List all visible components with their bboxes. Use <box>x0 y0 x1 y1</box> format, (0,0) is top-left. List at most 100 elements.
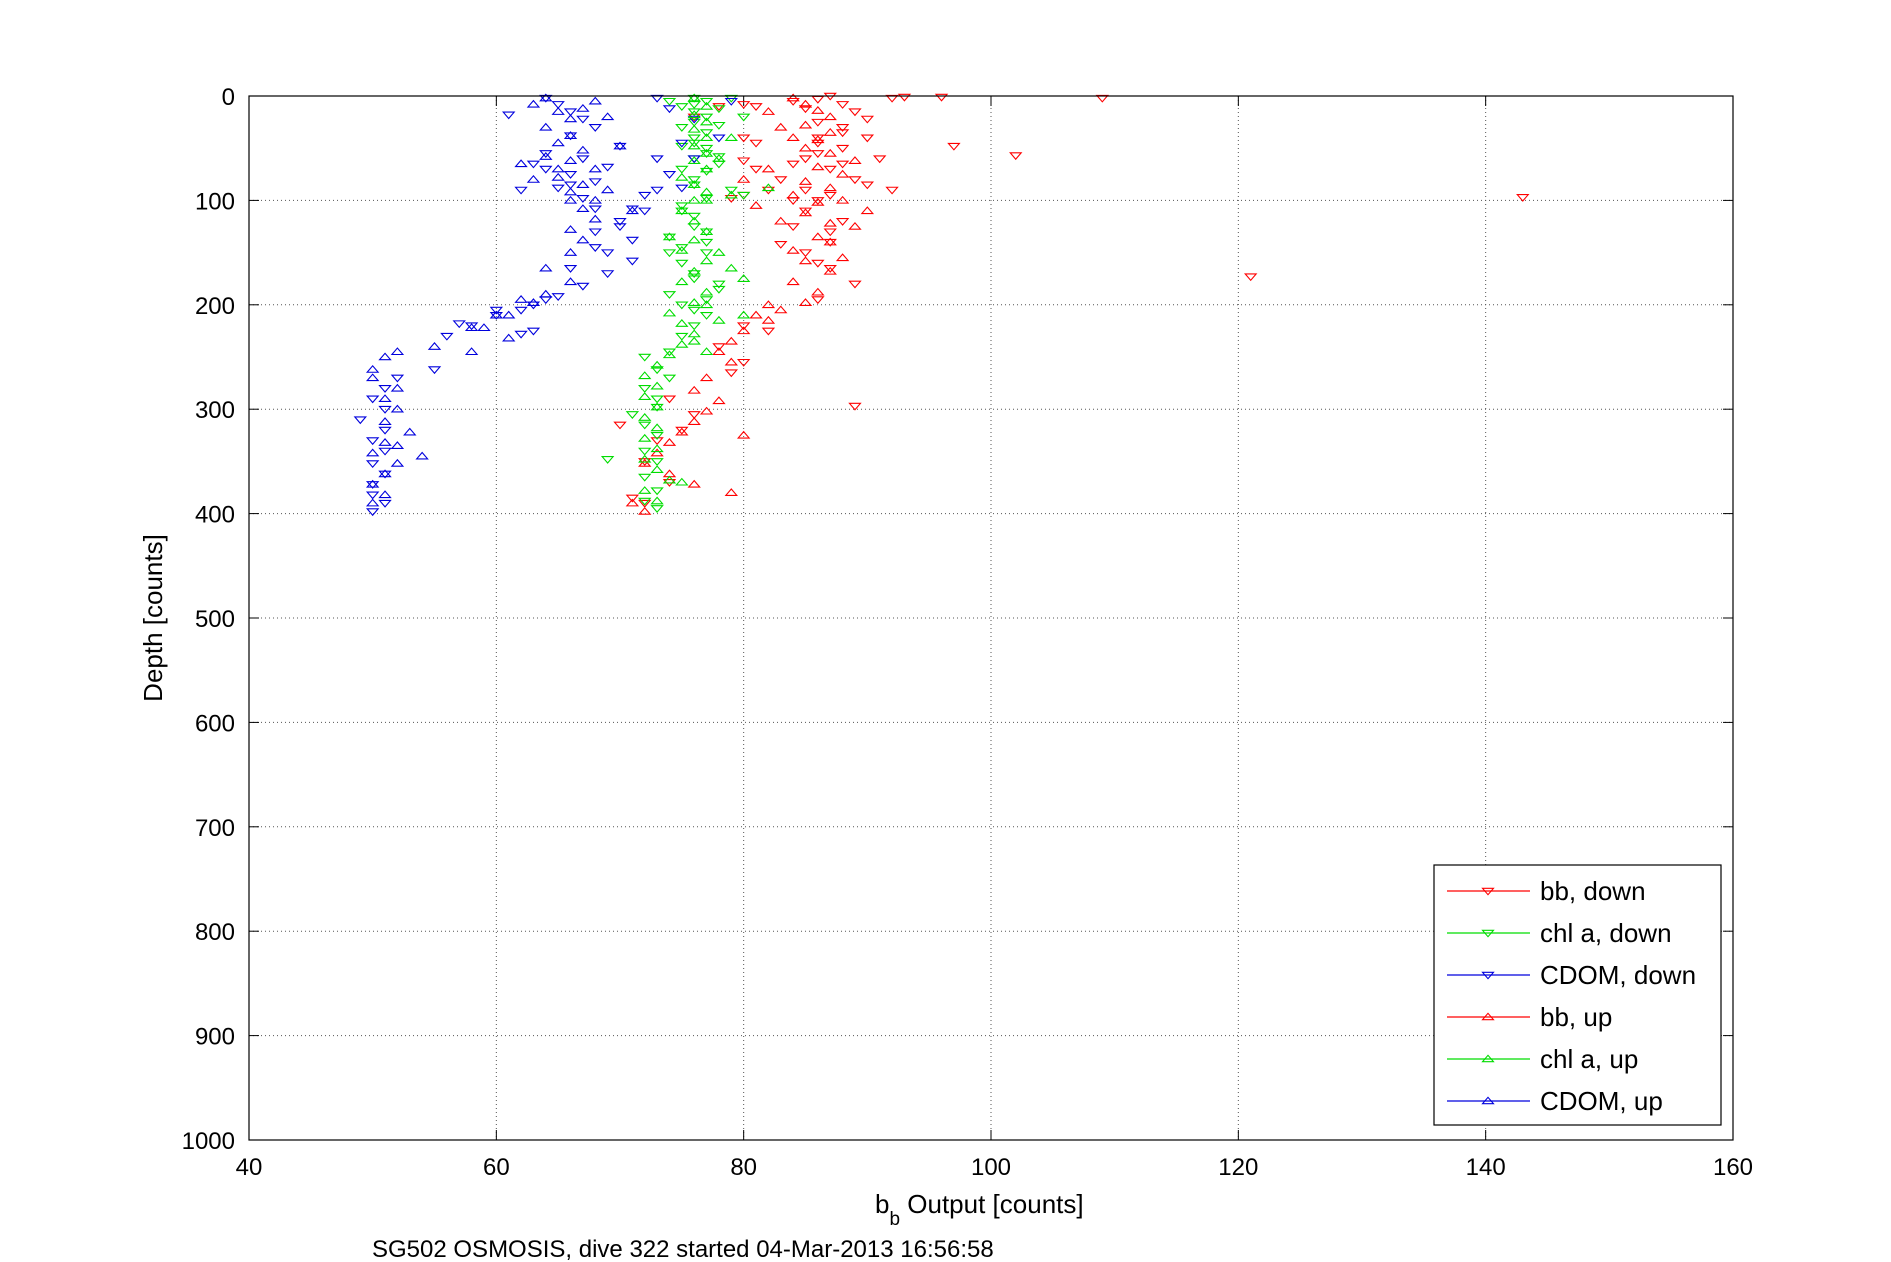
series-5 <box>365 93 640 507</box>
data-point <box>526 174 541 183</box>
data-point <box>576 115 590 124</box>
data-point <box>675 319 689 327</box>
data-point <box>526 327 541 336</box>
data-point <box>712 285 726 294</box>
legend-marker <box>1481 971 1495 980</box>
data-point <box>687 266 701 275</box>
data-point <box>588 164 602 173</box>
data-point <box>699 113 714 122</box>
legend: bb, down chl a, down CDOM, down bb, up chl a… <box>1433 864 1722 1126</box>
data-point <box>786 97 800 106</box>
data-point <box>650 432 664 440</box>
data-point <box>489 306 504 315</box>
data-point <box>650 437 664 446</box>
data-point <box>699 373 714 382</box>
data-point <box>563 114 578 123</box>
x-tick-label: 40 <box>236 1154 263 1181</box>
data-point <box>687 180 701 189</box>
data-point <box>687 110 701 119</box>
data-point <box>712 315 726 324</box>
data-point <box>588 96 602 105</box>
data-point <box>650 395 664 404</box>
data-point <box>699 97 714 106</box>
legend-box <box>1433 864 1722 1126</box>
data-point <box>848 402 862 411</box>
y-tick-label: 0 <box>222 84 235 111</box>
data-point <box>638 499 652 508</box>
data-point <box>365 395 380 404</box>
data-point <box>699 148 714 157</box>
data-point <box>563 248 578 256</box>
data-point <box>798 155 813 164</box>
data-point <box>885 94 899 103</box>
data-point <box>761 327 776 336</box>
data-point <box>588 195 602 204</box>
data-point <box>390 347 405 356</box>
data-point <box>650 448 664 457</box>
legend-marker <box>1481 929 1495 938</box>
data-point <box>675 339 689 348</box>
data-point <box>823 218 837 227</box>
data-point <box>860 206 875 215</box>
data-point <box>464 347 479 356</box>
data-point <box>699 164 714 173</box>
data-point <box>786 277 800 286</box>
data-point <box>625 206 640 215</box>
data-point <box>811 106 825 114</box>
data-point <box>811 232 825 241</box>
data-point <box>514 306 528 315</box>
data-point <box>749 103 763 111</box>
data-point <box>638 433 652 442</box>
data-point <box>712 121 726 130</box>
data-point <box>699 117 714 126</box>
data-point <box>811 118 825 127</box>
data-point <box>600 270 615 279</box>
data-point <box>378 438 392 446</box>
data-point <box>650 155 664 164</box>
data-point <box>835 253 850 262</box>
x-axis-label: bb Output [counts] <box>875 1189 1084 1230</box>
data-point <box>687 181 701 190</box>
data-point <box>687 94 701 103</box>
data-point <box>687 322 701 331</box>
data-point <box>588 124 602 132</box>
series-0 <box>613 92 1530 508</box>
data-point <box>699 144 714 153</box>
data-point <box>798 256 813 265</box>
data-point <box>761 315 776 324</box>
data-point <box>563 171 578 179</box>
data-point <box>687 139 701 148</box>
data-point <box>662 233 677 242</box>
data-point <box>551 164 565 173</box>
data-point <box>724 133 738 142</box>
data-point <box>675 142 689 151</box>
data-point <box>576 103 590 112</box>
legend-label: chl a, down <box>1540 918 1672 948</box>
data-point <box>687 156 701 165</box>
data-point <box>464 322 479 331</box>
data-point <box>687 235 701 244</box>
data-point <box>600 112 615 121</box>
data-point <box>600 163 615 172</box>
data-point <box>835 144 850 153</box>
data-point <box>823 266 837 275</box>
data-point <box>576 195 590 203</box>
data-point <box>378 426 392 435</box>
y-tick-label: 100 <box>195 188 235 215</box>
data-point <box>687 417 701 426</box>
series-3 <box>625 93 875 515</box>
data-point <box>440 332 454 341</box>
data-point <box>625 257 640 266</box>
data-point <box>848 280 862 289</box>
data-point <box>390 374 405 383</box>
data-point <box>662 350 677 359</box>
data-point <box>699 101 714 110</box>
data-point <box>650 465 664 474</box>
data-point <box>699 195 714 203</box>
data-point <box>687 216 701 225</box>
data-point <box>860 134 875 143</box>
data-point <box>675 426 689 435</box>
data-point <box>712 248 726 256</box>
data-point <box>687 108 701 117</box>
data-point <box>736 191 751 200</box>
